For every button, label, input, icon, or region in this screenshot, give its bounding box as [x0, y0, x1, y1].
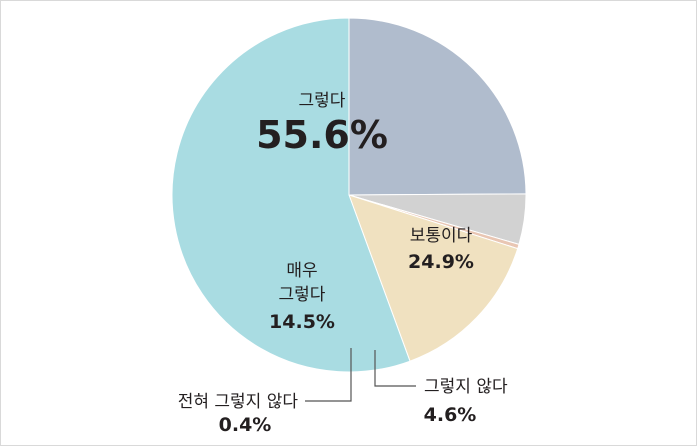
- slice-label-disagree: 그렇지 않다: [424, 377, 508, 397]
- slice-label-strongly-agree-line1: 매우: [286, 261, 317, 281]
- slice-value-agree: 55.6%: [256, 113, 388, 157]
- slice-label-strongly-disagree: 전혀 그렇지 않다: [178, 392, 299, 412]
- slice-value-strongly-agree: 14.5%: [269, 311, 335, 333]
- slice-agree: [171, 17, 411, 373]
- slice-value-strongly-disagree: 0.4%: [219, 414, 272, 436]
- leader-line-disagree: [374, 350, 416, 387]
- slice-label-neutral: 보통이다: [410, 226, 473, 246]
- slice-value-neutral: 24.9%: [408, 251, 474, 273]
- slice-value-disagree: 4.6%: [424, 404, 477, 426]
- leader-line-strongly-disagree: [305, 348, 352, 402]
- slice-neutral: [348, 17, 527, 196]
- slice-label-strongly-agree-line2: 그렇다: [279, 285, 326, 305]
- slice-label-agree: 그렇다: [299, 91, 346, 111]
- slice-strongly-agree: [348, 194, 519, 362]
